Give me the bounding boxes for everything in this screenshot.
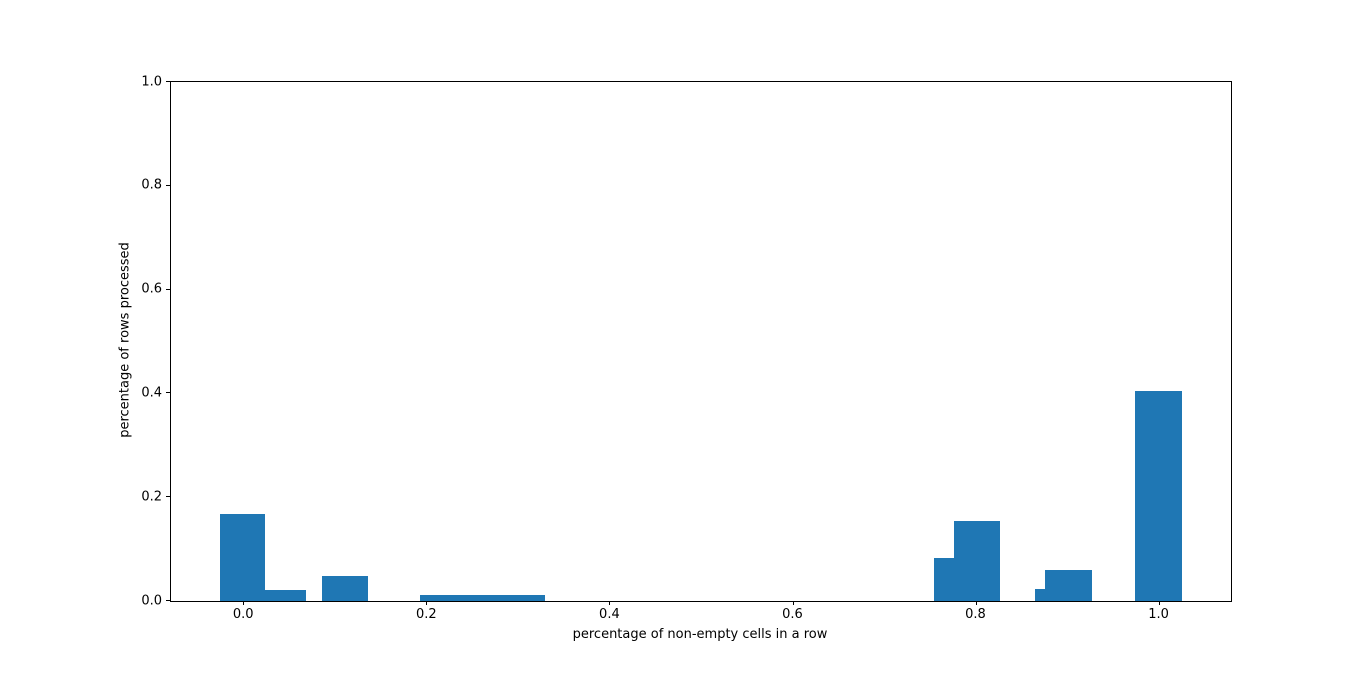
y-tick-label: 0.2 bbox=[141, 489, 162, 505]
y-tick-label: 0.4 bbox=[141, 385, 162, 401]
x-tick-mark bbox=[243, 601, 245, 605]
y-axis-label: percentage of rows processed bbox=[117, 242, 133, 438]
x-tick-mark bbox=[1158, 601, 1160, 605]
x-axis-label: percentage of non-empty cells in a row bbox=[572, 627, 828, 642]
y-tick-label: 0.8 bbox=[141, 177, 162, 193]
y-tick-label: 1.0 bbox=[141, 74, 162, 89]
x-tick-label: 0.0 bbox=[232, 607, 254, 622]
y-tick-mark bbox=[166, 81, 170, 82]
y-tick-mark bbox=[166, 496, 170, 498]
histogram-bar bbox=[322, 576, 368, 601]
y-tick-mark bbox=[166, 184, 170, 186]
histogram-bar bbox=[1035, 588, 1046, 601]
x-tick-mark bbox=[609, 601, 611, 605]
y-tick-mark bbox=[166, 600, 170, 601]
y-tick-mark bbox=[166, 288, 170, 290]
x-tick-mark bbox=[975, 601, 977, 605]
histogram-bar bbox=[953, 520, 1001, 601]
y-tick-mark bbox=[166, 392, 170, 394]
x-tick-mark bbox=[426, 601, 428, 605]
plot-area bbox=[170, 81, 1232, 602]
histogram-bar bbox=[219, 513, 266, 601]
x-tick-label: 0.8 bbox=[965, 607, 986, 622]
x-tick-label: 1.0 bbox=[1148, 607, 1169, 622]
histogram-bar bbox=[1045, 570, 1092, 601]
histogram-bar bbox=[265, 589, 307, 601]
histogram-bar bbox=[420, 594, 546, 601]
histogram-bar bbox=[1134, 391, 1182, 601]
y-tick-label: 0.6 bbox=[141, 281, 162, 297]
histogram-bar bbox=[933, 557, 954, 601]
x-tick-label: 0.2 bbox=[415, 607, 437, 622]
x-tick-label: 0.6 bbox=[782, 607, 803, 622]
x-tick-mark bbox=[792, 601, 794, 605]
y-tick-label: 0.0 bbox=[141, 593, 162, 608]
x-tick-label: 0.4 bbox=[599, 607, 620, 622]
